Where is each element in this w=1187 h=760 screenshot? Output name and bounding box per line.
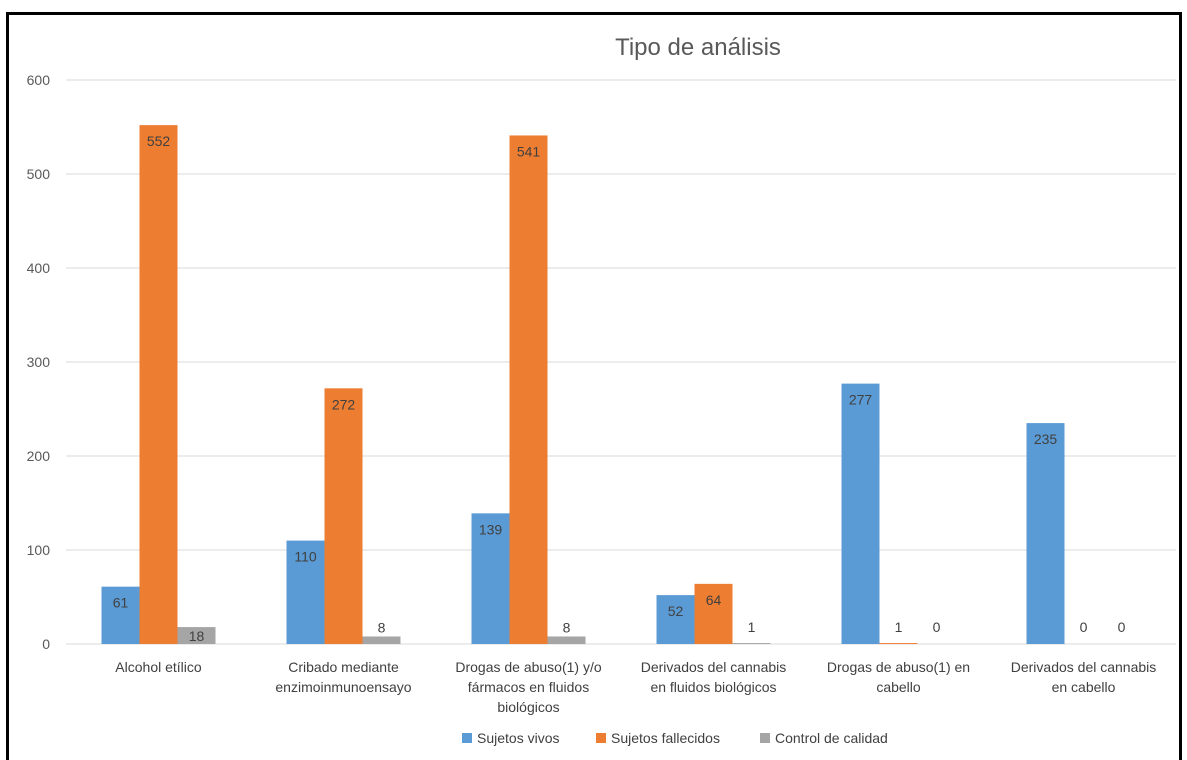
category-label: enzimoinmunoensayo (275, 679, 411, 695)
data-label: 18 (189, 628, 205, 644)
y-tick-label: 100 (27, 542, 51, 558)
y-tick-label: 200 (27, 448, 51, 464)
chart-frame (6, 12, 1182, 760)
bar (841, 383, 880, 644)
data-label: 1 (895, 619, 903, 635)
y-tick-label: 600 (27, 72, 51, 88)
legend-swatch (462, 733, 472, 743)
y-tick-label: 500 (27, 166, 51, 182)
data-label: 0 (933, 619, 941, 635)
legend-swatch (596, 733, 606, 743)
bar (656, 595, 695, 644)
bar (547, 636, 586, 644)
bar (732, 643, 771, 644)
legend-label: Sujetos fallecidos (611, 730, 720, 746)
bar (139, 125, 178, 645)
category-label: en cabello (1052, 679, 1116, 695)
chart-title: Tipo de análisis (615, 34, 781, 61)
bar (177, 627, 216, 644)
data-label: 541 (517, 143, 541, 159)
y-tick-label: 300 (27, 354, 51, 370)
data-label: 235 (1034, 431, 1058, 447)
data-label: 0 (1080, 619, 1088, 635)
category-label: Derivados del cannabis (641, 659, 787, 675)
data-label: 0 (1118, 619, 1126, 635)
data-label: 1 (748, 619, 756, 635)
legend-label: Control de calidad (775, 730, 888, 746)
bar (101, 586, 140, 644)
data-label: 52 (668, 603, 684, 619)
bar (286, 540, 325, 644)
category-label: Drogas de abuso(1) y/o (455, 659, 602, 675)
category-label: Cribado mediante (288, 659, 399, 675)
y-tick-label: 400 (27, 260, 51, 276)
data-label: 110 (294, 549, 317, 565)
data-label: 8 (378, 619, 386, 635)
data-label: 277 (849, 392, 873, 408)
category-label: Alcohol etílico (115, 659, 202, 675)
bar (324, 388, 363, 644)
bar (362, 636, 401, 644)
legend-label: Sujetos vivos (477, 730, 559, 746)
category-label: en fluidos biológicos (650, 679, 776, 695)
category-label: Drogas de abuso(1) en (827, 659, 970, 675)
data-label: 272 (332, 396, 356, 412)
bar (471, 513, 510, 644)
bar (879, 643, 918, 644)
data-label: 64 (706, 592, 722, 608)
category-label: cabello (876, 679, 921, 695)
data-label: 552 (147, 133, 171, 149)
category-label: fármacos en fluidos (468, 679, 589, 695)
y-tick-label: 0 (42, 636, 50, 652)
category-label: Derivados del cannabis (1011, 659, 1157, 675)
data-label: 61 (113, 595, 129, 611)
bar (1026, 423, 1065, 644)
bar (509, 135, 548, 644)
legend-swatch (760, 733, 770, 743)
bar (694, 583, 733, 644)
category-label: biológicos (497, 699, 559, 715)
data-label: 139 (479, 521, 503, 537)
data-label: 8 (563, 619, 571, 635)
